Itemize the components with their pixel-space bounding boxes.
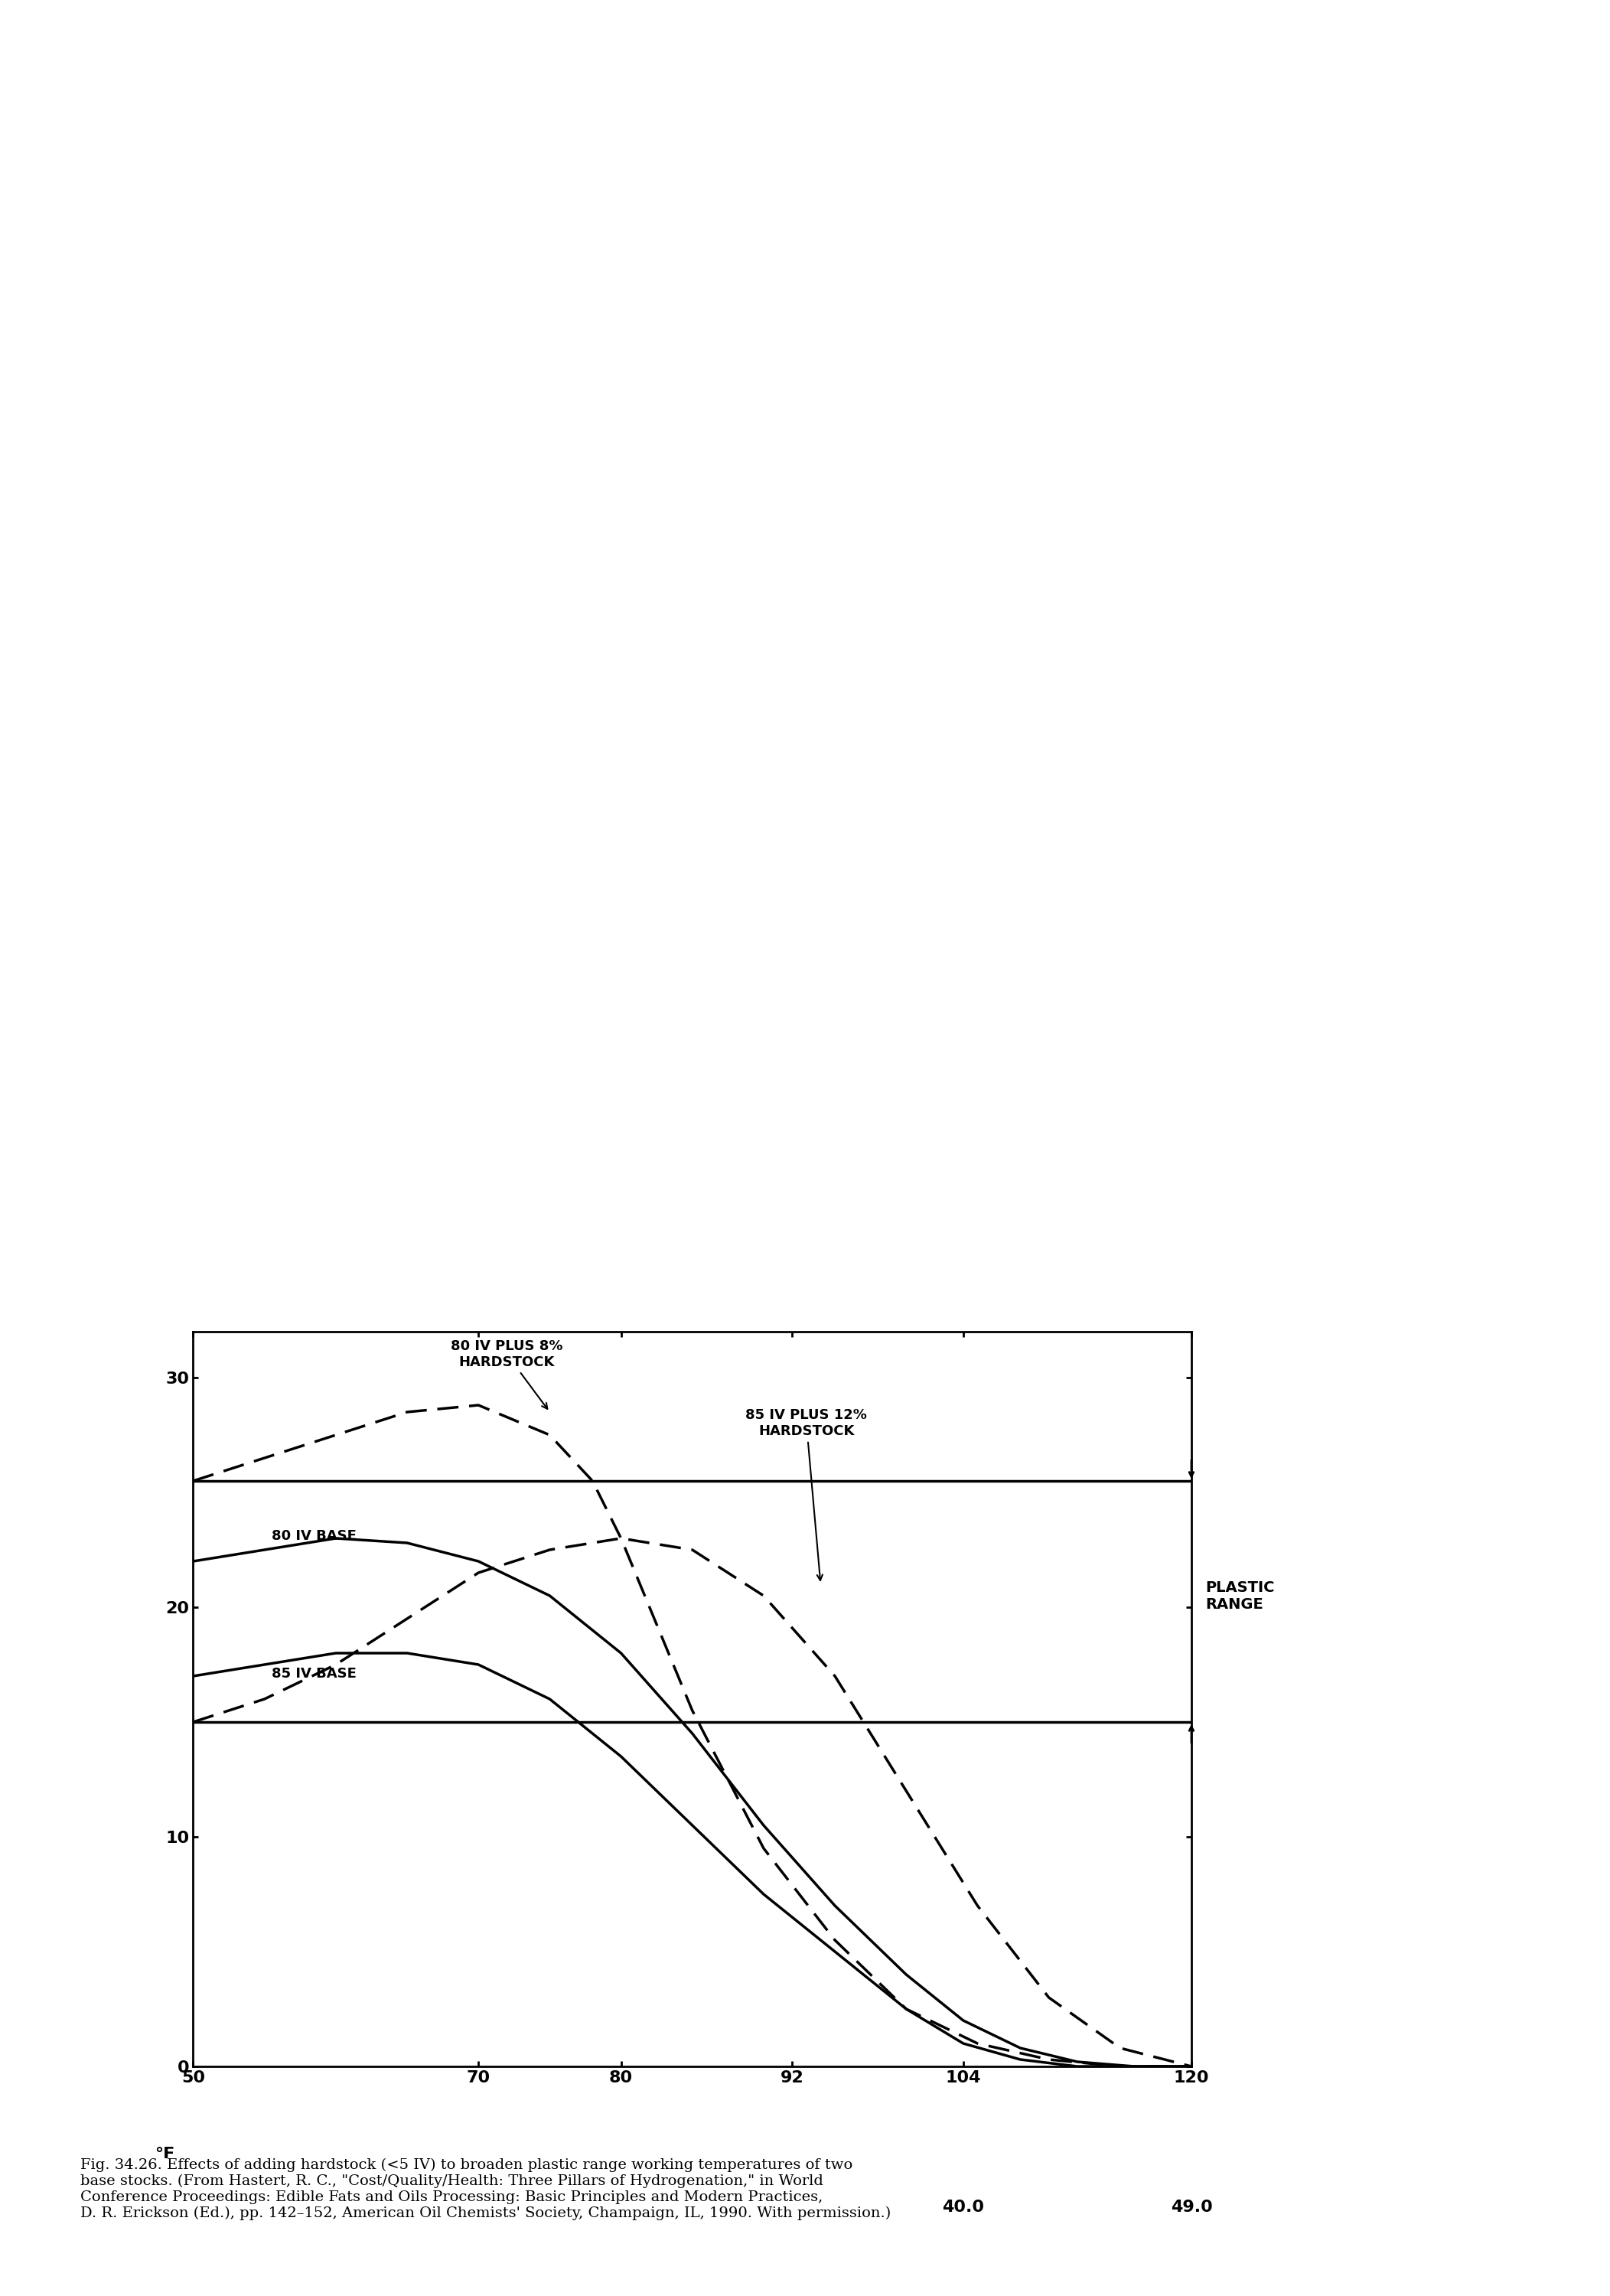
Text: 49.0: 49.0 [1170, 2200, 1212, 2216]
Text: 85 IV PLUS 12%
HARDSTOCK: 85 IV PLUS 12% HARDSTOCK [745, 1407, 868, 1580]
Text: PLASTIC
RANGE: PLASTIC RANGE [1206, 1580, 1275, 1612]
Text: 80 IV PLUS 8%
HARDSTOCK: 80 IV PLUS 8% HARDSTOCK [451, 1339, 563, 1410]
Text: 80 IV BASE: 80 IV BASE [272, 1529, 356, 1543]
Text: 85 IV BASE: 85 IV BASE [272, 1667, 356, 1681]
Text: 10.0: 10.0 [172, 2200, 214, 2216]
Text: Fig. 34.26. Effects of adding hardstock (<5 IV) to broaden plastic range working: Fig. 34.26. Effects of adding hardstock … [80, 2158, 890, 2220]
Text: 26.7: 26.7 [601, 2200, 642, 2216]
Text: 33.3: 33.3 [771, 2200, 813, 2216]
Text: 40.0: 40.0 [942, 2200, 984, 2216]
Text: °F: °F [155, 2147, 175, 2163]
Text: °C: °C [155, 2204, 175, 2220]
Text: 21.1: 21.1 [457, 2200, 499, 2216]
